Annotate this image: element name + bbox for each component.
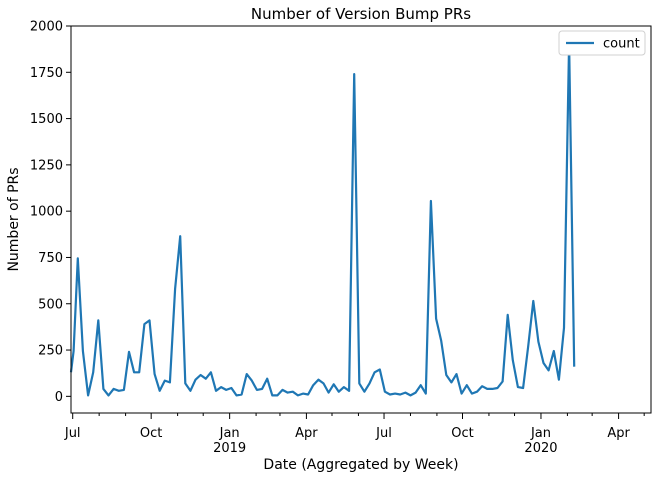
x-tick-label: Jul — [64, 426, 81, 441]
y-tick-label: 1250 — [30, 158, 63, 173]
y-tick-label: 750 — [38, 251, 63, 266]
series-count-line — [69, 41, 576, 397]
x-tick-label: Apr — [607, 426, 630, 441]
x-tick-year-label: 2019 — [213, 441, 246, 456]
legend-box — [558, 30, 646, 56]
y-tick-label: 1000 — [30, 205, 63, 220]
y-tick-label: 0 — [55, 390, 63, 405]
legend-label-count: count — [603, 37, 640, 52]
chart-title: Number of Version Bump PRs — [251, 5, 471, 23]
plot-area-frame — [70, 25, 652, 414]
y-tick-label: 500 — [38, 297, 63, 312]
x-tick-label: Jul — [375, 426, 392, 441]
y-axis-ticks: 0 250 500 750 1000 1250 1500 1750 2000 — [30, 20, 71, 405]
y-tick-label: 1750 — [30, 66, 63, 81]
x-tick-label: Jan — [530, 426, 551, 441]
x-axis-label: Date (Aggregated by Week) — [263, 457, 458, 473]
x-tick-label: Apr — [295, 426, 318, 441]
x-tick-label: Oct — [451, 426, 473, 441]
y-tick-label: 250 — [38, 344, 63, 359]
x-tick-year-label: 2020 — [524, 441, 557, 456]
x-tick-label: Jan — [219, 426, 240, 441]
x-tick-label: Oct — [140, 426, 162, 441]
legend: count — [558, 30, 646, 56]
y-tick-label: 2000 — [30, 20, 63, 35]
y-tick-label: 1500 — [30, 112, 63, 127]
y-axis-label: Number of PRs — [6, 167, 22, 271]
